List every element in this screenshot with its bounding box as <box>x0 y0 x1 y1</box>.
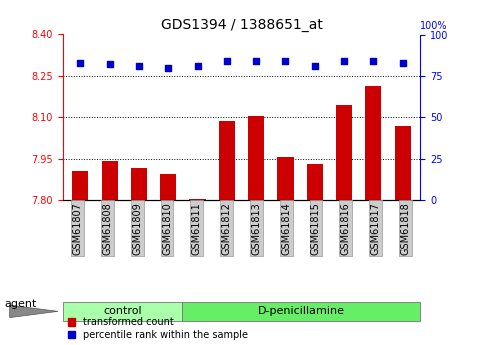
Text: GSM61812: GSM61812 <box>222 202 232 255</box>
Text: GSM61815: GSM61815 <box>311 202 321 255</box>
Bar <box>277 157 294 200</box>
Bar <box>219 121 235 200</box>
Point <box>399 60 407 66</box>
Text: GSM61818: GSM61818 <box>400 202 411 255</box>
Text: GSM61817: GSM61817 <box>370 202 381 255</box>
Text: GSM61809: GSM61809 <box>132 202 142 255</box>
Point <box>311 63 319 69</box>
Bar <box>248 116 264 200</box>
Point <box>340 58 348 64</box>
Point <box>194 63 201 69</box>
Point <box>135 63 143 69</box>
Point <box>252 58 260 64</box>
Bar <box>72 171 88 200</box>
Text: GSM61811: GSM61811 <box>192 202 202 255</box>
Bar <box>189 199 206 200</box>
Point <box>282 58 289 64</box>
Text: control: control <box>103 306 142 316</box>
Text: 100%: 100% <box>420 21 448 31</box>
Bar <box>160 174 176 200</box>
Text: GSM61813: GSM61813 <box>251 202 261 255</box>
Point <box>223 58 231 64</box>
Bar <box>307 164 323 200</box>
Point <box>106 61 114 67</box>
Bar <box>395 126 411 200</box>
Point <box>369 58 377 64</box>
Point <box>164 65 172 70</box>
Text: GSM61816: GSM61816 <box>341 202 351 255</box>
Text: agent: agent <box>5 299 37 309</box>
Point <box>76 60 84 66</box>
Text: GSM61814: GSM61814 <box>281 202 291 255</box>
Bar <box>131 168 147 200</box>
Bar <box>101 161 118 200</box>
Legend: transformed count, percentile rank within the sample: transformed count, percentile rank withi… <box>68 317 248 340</box>
Text: GSM61810: GSM61810 <box>162 202 172 255</box>
Text: GSM61808: GSM61808 <box>102 202 113 255</box>
Text: D-penicillamine: D-penicillamine <box>257 306 344 316</box>
Bar <box>365 86 382 200</box>
Title: GDS1394 / 1388651_at: GDS1394 / 1388651_at <box>160 18 323 32</box>
Bar <box>336 105 352 200</box>
Text: GSM61807: GSM61807 <box>72 202 83 255</box>
